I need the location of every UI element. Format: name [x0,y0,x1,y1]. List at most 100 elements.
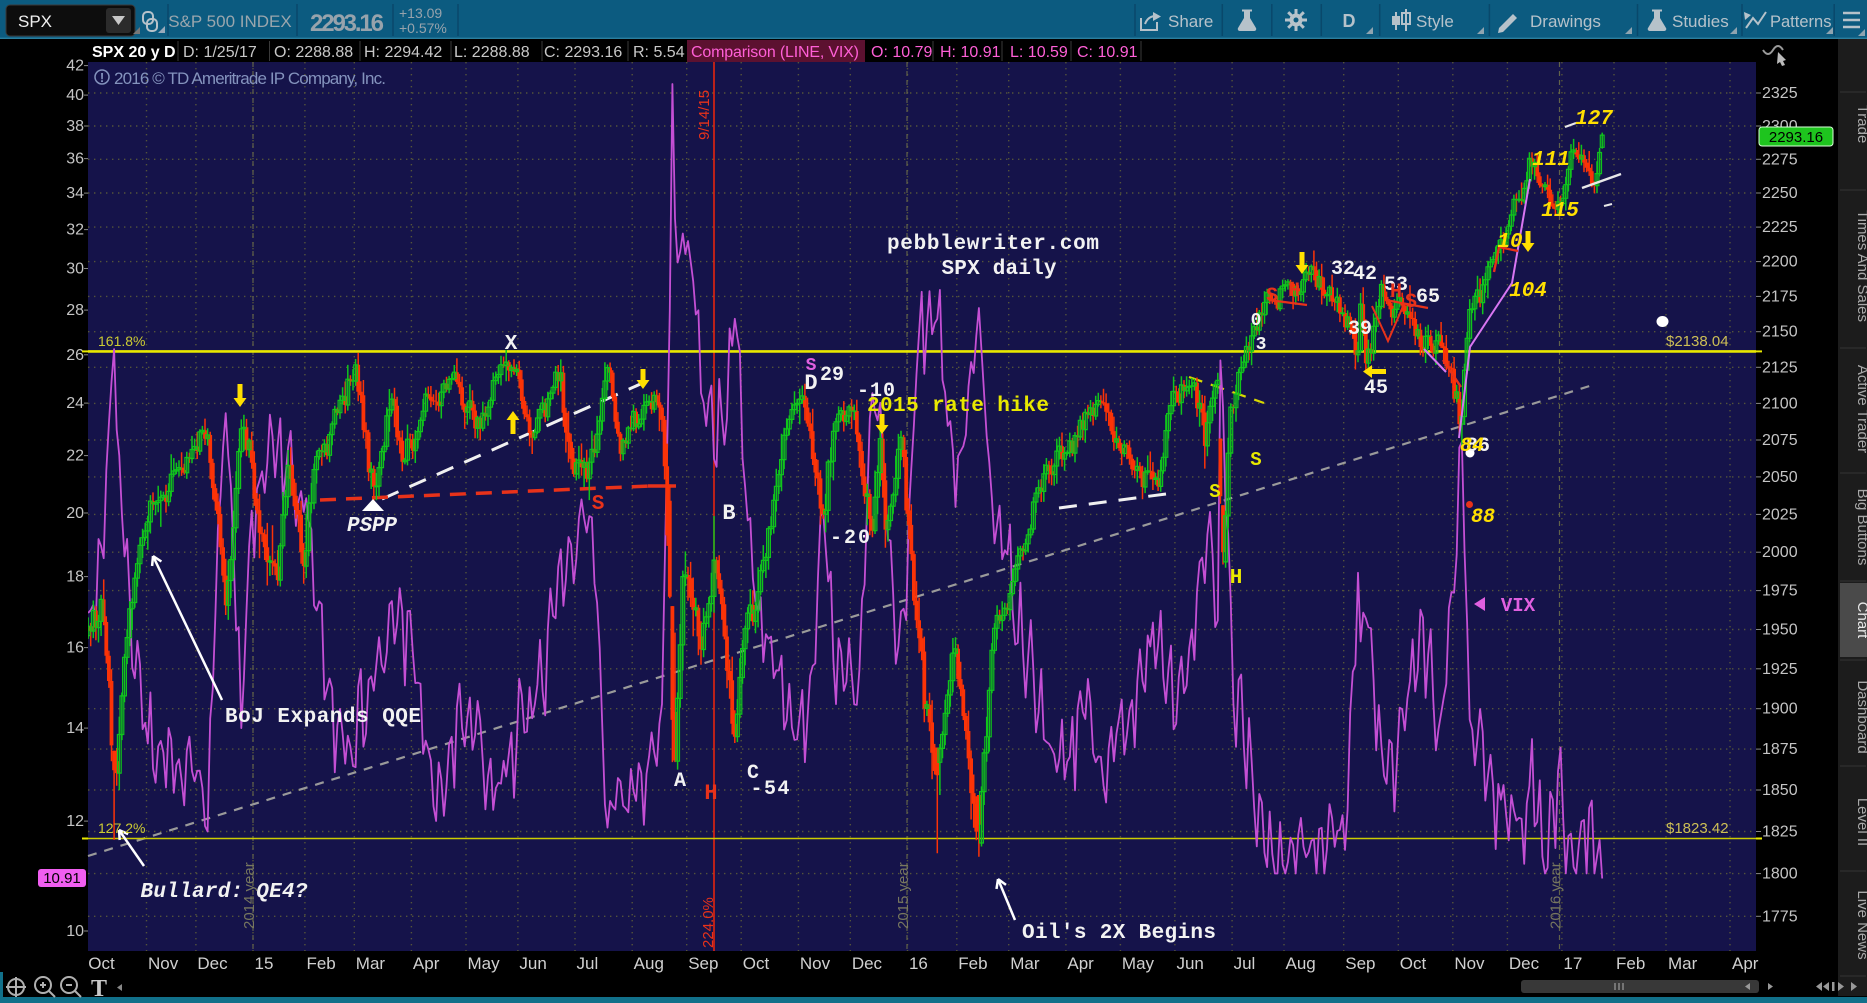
svg-text:Dec: Dec [852,954,883,973]
svg-text:2275: 2275 [1762,151,1798,168]
svg-text:29: 29 [820,364,844,387]
svg-text:1800: 1800 [1762,866,1798,883]
svg-text:-54: -54 [751,778,790,801]
svg-text:2100: 2100 [1762,395,1798,412]
svg-text:24: 24 [66,395,84,412]
svg-text:Nov: Nov [148,954,179,973]
svg-text:Big Buttons: Big Buttons [1854,489,1867,566]
svg-text:2125: 2125 [1762,359,1798,376]
svg-text:Oil's 2X Begins: Oil's 2X Begins [1022,922,1216,945]
svg-text:Aug: Aug [1286,954,1316,973]
svg-text:104: 104 [1509,280,1547,303]
svg-text:H: 10.91: H: 10.91 [940,44,1001,61]
svg-text:15: 15 [255,954,274,973]
svg-text:111: 111 [1532,149,1570,172]
svg-text:Mar: Mar [356,954,386,973]
svg-text:Feb: Feb [958,954,987,973]
svg-text:Dashboard: Dashboard [1854,680,1867,753]
svg-text:May: May [1122,954,1155,973]
svg-text:10: 10 [1497,231,1522,254]
svg-text:224.0%: 224.0% [700,897,717,948]
svg-text:2075: 2075 [1762,432,1798,449]
svg-text:D: D [1343,11,1356,31]
svg-text:pebblewriter.com: pebblewriter.com [887,233,1099,256]
svg-text:Level II: Level II [1854,798,1867,846]
svg-text:-20: -20 [830,527,870,550]
svg-text:Oct: Oct [88,954,115,973]
svg-text:!: ! [100,70,104,85]
svg-text:Drawings: Drawings [1530,12,1601,31]
svg-text:161.8%: 161.8% [98,333,145,349]
svg-text:Comparison (LINE, VIX): Comparison (LINE, VIX) [691,44,859,61]
svg-text:22: 22 [66,448,84,465]
svg-text:2200: 2200 [1762,254,1798,271]
svg-text:65: 65 [1416,286,1440,309]
svg-text:Apr: Apr [1067,954,1094,973]
svg-text:S: S [1250,449,1261,471]
svg-text:1975: 1975 [1762,583,1798,600]
svg-text:SPX 20 y D: SPX 20 y D [92,44,176,61]
svg-text:12: 12 [66,813,84,830]
svg-text:D: 1/25/17: D: 1/25/17 [183,44,257,61]
svg-text:SPX daily: SPX daily [942,258,1057,281]
svg-text:86: 86 [1466,435,1490,458]
svg-text:1825: 1825 [1762,824,1798,841]
svg-text:R: 5.54: R: 5.54 [633,44,685,61]
svg-text:2293.16: 2293.16 [310,10,384,37]
svg-text:S: S [592,493,605,516]
svg-text:53: 53 [1384,274,1408,297]
svg-text:10: 10 [66,923,84,940]
svg-text:VIX: VIX [1501,595,1536,617]
svg-text:1950: 1950 [1762,621,1798,638]
svg-text:28: 28 [66,302,84,319]
svg-text:L: 10.59: L: 10.59 [1010,44,1068,61]
svg-text:Oct: Oct [743,954,770,973]
svg-text:Share: Share [1168,12,1213,31]
svg-text:$2138.04: $2138.04 [1666,333,1729,350]
svg-text:26: 26 [66,347,84,364]
svg-text:2325: 2325 [1762,85,1798,102]
svg-text:16: 16 [66,640,84,657]
svg-text:C: 10.91: C: 10.91 [1077,44,1138,61]
svg-text:Nov: Nov [1454,954,1485,973]
svg-text:+13.09: +13.09 [399,5,442,21]
svg-text:Active Trader: Active Trader [1854,365,1867,453]
svg-text:SPX: SPX [18,12,52,31]
svg-text:O: 10.79: O: 10.79 [871,44,932,61]
svg-text:2016 year: 2016 year [1548,862,1565,929]
svg-text:C: C [747,762,759,785]
svg-text:127: 127 [1575,108,1613,131]
svg-text:36: 36 [66,151,84,168]
svg-text:S: S [1209,481,1220,503]
svg-text:42: 42 [1353,263,1377,286]
svg-text:-10: -10 [857,380,895,403]
svg-text:H: H [1230,567,1243,590]
svg-text:Apr: Apr [413,954,440,973]
svg-text:1925: 1925 [1762,661,1798,678]
svg-text:20: 20 [66,505,84,522]
svg-text:H: 2294.42: H: 2294.42 [364,44,442,61]
svg-text:Aug: Aug [634,954,664,973]
svg-text:2015 rate hike: 2015 rate hike [867,395,1049,418]
svg-text:S&P 500 INDEX: S&P 500 INDEX [168,12,291,31]
svg-text:2000: 2000 [1762,544,1798,561]
svg-text:14: 14 [66,720,84,737]
svg-text:Sep: Sep [1345,954,1375,973]
svg-text:Dec: Dec [197,954,228,973]
svg-text:Apr: Apr [1732,954,1759,973]
svg-text:May: May [467,954,500,973]
svg-text:18: 18 [66,569,84,586]
svg-text:B: B [722,501,735,526]
svg-text:Style: Style [1416,12,1454,31]
svg-text:38: 38 [66,118,84,135]
svg-text:Trade: Trade [1854,105,1867,144]
svg-text:Mar: Mar [1010,954,1040,973]
svg-text:2225: 2225 [1762,219,1798,236]
svg-text:115: 115 [1541,200,1579,223]
svg-text:S: S [1405,291,1417,314]
svg-text:Sep: Sep [688,954,718,973]
svg-text:42: 42 [66,58,84,75]
svg-text:9/14/15: 9/14/15 [696,90,713,140]
svg-text:L: 2288.88: L: 2288.88 [454,44,530,61]
svg-text:Jun: Jun [1176,954,1203,973]
